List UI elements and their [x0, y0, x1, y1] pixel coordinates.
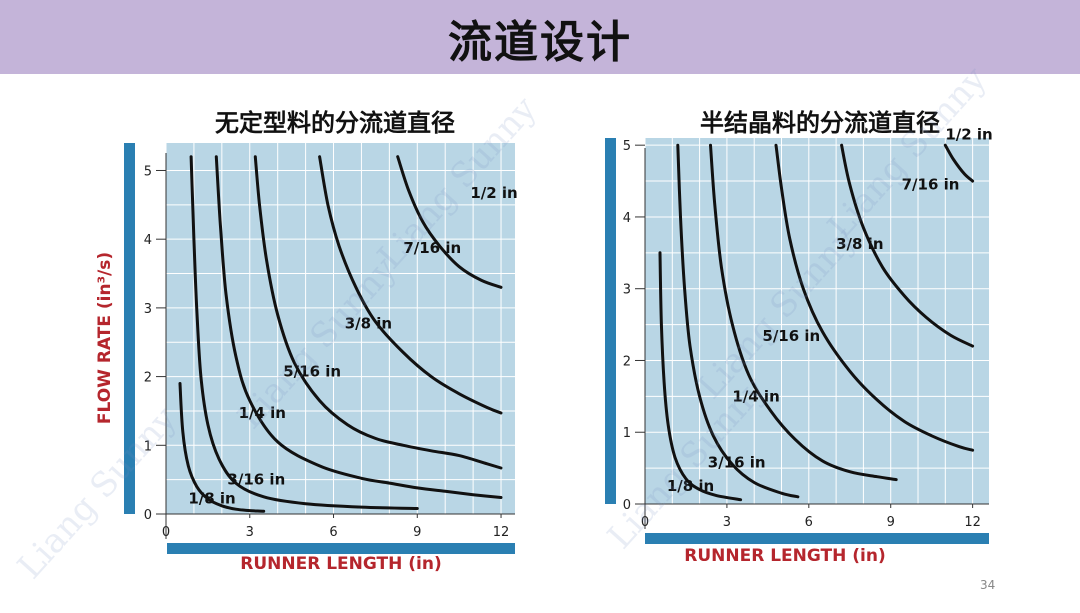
right-curve-1-8-in: [658, 251, 743, 502]
right-x-tick-label: 0: [641, 515, 649, 530]
chart-title-semicrystalline: 半结晶料的分流道直径: [700, 109, 940, 137]
left-curve-1-4-in: [214, 155, 503, 499]
left-x-tick-label: 9: [413, 525, 421, 540]
title-band: [0, 0, 1080, 74]
right-chart-x-axis-label: RUNNER LENGTH (in): [684, 546, 886, 566]
right-x-tick-label: 9: [887, 515, 895, 530]
left-curve-label: 1/4 in: [239, 404, 286, 422]
right-chart-x-accent-bar: [645, 533, 989, 544]
right-curve-label: 1/4 in: [732, 387, 779, 405]
left-x-tick-label: 3: [246, 525, 254, 540]
left-chart-y-axis-label: FLOW RATE (in³/s): [95, 252, 115, 424]
right-curve-5-16-in: [774, 143, 975, 452]
right-x-tick-label: 12: [964, 515, 981, 530]
right-curve-7-16-in: [943, 143, 975, 183]
right-y-tick-label: 0: [623, 498, 631, 513]
page-number: 34: [980, 578, 996, 592]
right-y-tick-label: 5: [623, 139, 631, 154]
right-y-tick-label: 3: [623, 283, 631, 298]
left-chart-x-axis-label: RUNNER LENGTH (in): [240, 554, 442, 574]
right-curve-3-16-in: [676, 143, 800, 499]
left-curve-3-8-in: [318, 155, 503, 415]
left-curve-label: 7/16 in: [403, 239, 461, 257]
page-title: 流道设计: [448, 17, 632, 68]
left-y-tick-label: 3: [144, 302, 152, 317]
right-curve-label: 1/8 in: [667, 477, 714, 495]
left-y-tick-label: 5: [144, 164, 152, 179]
right-y-tick-label: 1: [623, 426, 631, 441]
left-x-tick-label: 6: [329, 525, 337, 540]
left-chart-x-accent-bar: [167, 543, 515, 554]
left-curve-label: 3/8 in: [345, 315, 392, 333]
right-y-tick-label: 4: [623, 211, 631, 226]
right-x-tick-label: 3: [723, 515, 731, 530]
right-curve-1-4-in: [709, 143, 898, 482]
right-curve-label: 3/16 in: [708, 453, 766, 471]
left-curve-label: 5/16 in: [283, 363, 341, 381]
right-chart-curves: 1/8 in 3/16 in 1/4 in 5/16 in 3/8 in 7/16 in 1…: [658, 125, 993, 502]
right-curve-label: 1/2 in: [945, 125, 992, 143]
right-chart-y-accent-bar: [605, 138, 616, 504]
right-x-tick-label: 6: [805, 515, 813, 530]
left-curve-label: 1/2 in: [470, 184, 517, 202]
left-curve-3-16-in: [189, 155, 419, 510]
left-curve-label: 1/8 in: [188, 490, 235, 508]
left-curve-7-16-in: [396, 155, 503, 289]
chart-title-amorphous: 无定型料的分流道直径: [215, 109, 455, 137]
left-curve-label: 3/16 in: [227, 470, 285, 488]
left-curve-1-8-in: [178, 382, 266, 513]
right-curve-3-8-in: [840, 143, 975, 348]
left-y-tick-label: 1: [144, 439, 152, 454]
right-chart-grid: [644, 138, 989, 505]
left-y-tick-label: 0: [144, 508, 152, 523]
right-curve-label: 7/16 in: [902, 176, 960, 194]
left-x-tick-label: 12: [493, 525, 510, 540]
right-curve-label: 3/8 in: [836, 235, 883, 253]
left-y-tick-label: 2: [144, 371, 152, 386]
left-curve-5-16-in: [253, 155, 503, 470]
right-y-tick-label: 2: [623, 354, 631, 369]
left-chart-curves: 1/8 in 3/16 in 1/4 in 5/16 in 3/8 in 7/16 in 1…: [178, 155, 518, 513]
left-chart-y-accent-bar: [124, 143, 135, 514]
right-curve-label: 5/16 in: [762, 327, 820, 345]
left-x-tick-label: 0: [162, 525, 170, 540]
left-y-tick-label: 4: [144, 233, 152, 248]
